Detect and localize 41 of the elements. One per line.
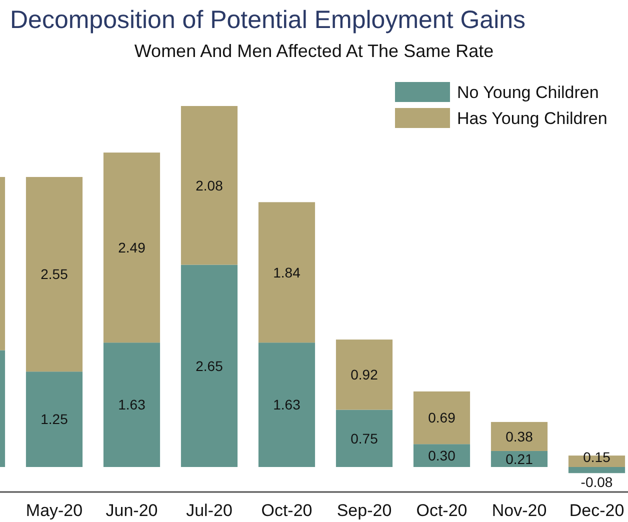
x-tick-label: May-20 [26, 501, 83, 520]
bar [103, 152, 160, 343]
bar [336, 340, 393, 410]
data-label: 0.38 [506, 428, 534, 444]
x-tick-label: Jun-20 [106, 501, 158, 520]
bar [413, 444, 470, 467]
data-label: 0.69 [428, 410, 456, 426]
bar [26, 176, 83, 372]
bar [490, 422, 548, 451]
bar [258, 342, 316, 467]
bar [103, 342, 160, 467]
bar [336, 410, 393, 467]
data-label: 0.30 [428, 447, 456, 464]
bar [180, 264, 238, 467]
x-tick-label: Jul-20 [186, 501, 232, 520]
bar [26, 372, 83, 467]
x-tick-label: Nov-20 [492, 501, 547, 520]
data-label: 0.21 [506, 450, 534, 467]
bar [180, 106, 238, 265]
x-tick-label: Dec-20 [569, 501, 624, 520]
data-label: 2.08 [196, 177, 224, 194]
data-label: -0.08 [580, 474, 613, 490]
chart-title: Decomposition of Potential Employment Gains [10, 6, 526, 34]
data-label: 1.63 [118, 396, 146, 413]
data-label: 2.49 [118, 239, 146, 256]
legend-label: Has Young Children [457, 108, 608, 128]
data-label: 0.92 [350, 366, 378, 383]
data-label: 2.55 [40, 266, 68, 282]
data-label: 1.63 [273, 396, 301, 413]
x-tick-label: Sep-20 [336, 501, 392, 520]
data-label: 1.25 [40, 411, 68, 428]
chart-subtitle: Women And Men Affected At The Same Rate [134, 41, 494, 61]
data-label: 1.84 [273, 264, 301, 280]
bar [568, 467, 626, 474]
legend-label: No Young Children [457, 82, 599, 102]
x-tick-label: Oct-20 [416, 501, 468, 520]
bar [413, 391, 470, 444]
data-label: 0.75 [350, 430, 378, 446]
x-tick-label: Oct-20 [261, 501, 312, 520]
bar [258, 202, 316, 343]
data-label: 2.65 [196, 358, 224, 374]
